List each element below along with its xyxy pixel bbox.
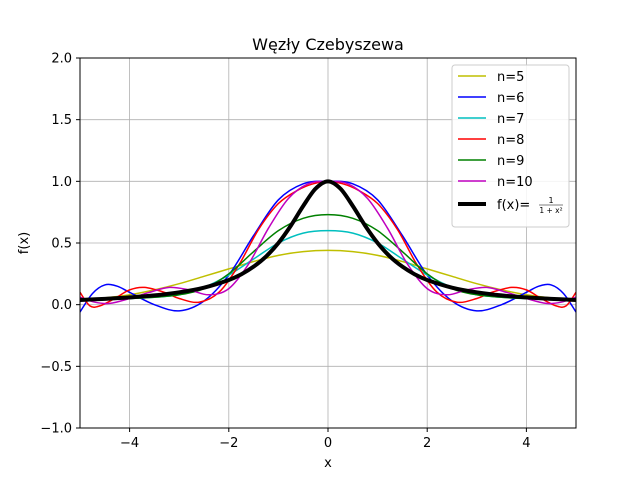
legend-label: n=7 [497, 112, 524, 127]
x-axis-label: x [324, 456, 332, 471]
y-tick-label: 1.5 [51, 113, 72, 128]
legend-fraction-numerator: 1 [548, 196, 553, 205]
series-line-n-9 [80, 213, 576, 301]
series-line-function [80, 179, 576, 302]
y-tick-label: 1.0 [51, 175, 72, 190]
chart-title: Węzły Czebyszewa [252, 35, 404, 54]
x-tick-label: 4 [522, 436, 530, 451]
y-tick-label: −1.0 [40, 422, 72, 437]
legend: n=5 n=6 n=7 n=8 n=9 n=10 f(x)= 11 + x² [451, 64, 570, 228]
legend-label: n=10 [497, 175, 533, 190]
x-tick-label: 2 [423, 436, 431, 451]
y-tick-label: 2.0 [51, 52, 72, 67]
x-tick-label: −4 [120, 436, 139, 451]
y-tick-label: 0.0 [51, 298, 72, 313]
legend-label: n=8 [497, 133, 524, 148]
legend-box [451, 64, 570, 228]
y-tick-label: −0.5 [40, 360, 72, 375]
y-axis-ticks: −1.0 −0.5 0.0 0.5 1.0 1.5 2.0 [40, 52, 80, 437]
x-tick-label: −2 [219, 436, 238, 451]
x-tick-label: 0 [324, 436, 332, 451]
legend-label: n=9 [497, 154, 524, 169]
y-tick-label: 0.5 [51, 237, 72, 252]
legend-label: n=6 [497, 91, 524, 106]
legend-label: n=5 [497, 70, 524, 85]
x-axis-ticks: −4 −2 0 2 4 [120, 428, 531, 451]
y-axis-label: f(x) [17, 232, 32, 254]
legend-fraction-denominator: 1 + x² [539, 206, 562, 215]
series-layer [80, 179, 576, 313]
legend-label-function: f(x)= [497, 198, 530, 213]
